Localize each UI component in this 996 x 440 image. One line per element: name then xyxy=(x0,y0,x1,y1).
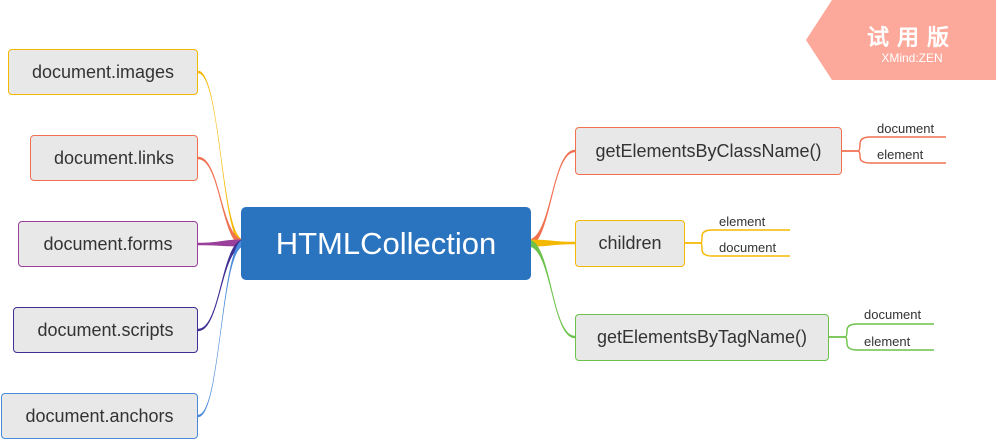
topic-label: document.forms xyxy=(43,233,173,254)
topic-label: getElementsByTagName() xyxy=(596,327,808,347)
topic-label: document.scripts xyxy=(37,319,174,340)
subtopic-children-element[interactable]: element xyxy=(719,214,766,229)
branch-forms xyxy=(198,239,244,247)
topic-label: document.images xyxy=(31,61,175,82)
leaf-connector-tag-name-1 xyxy=(829,336,934,351)
topic-document-forms[interactable]: document.forms xyxy=(18,221,198,267)
leaf-connector-children-1 xyxy=(685,242,790,257)
topic-children[interactable]: children xyxy=(575,220,685,267)
leaf-connector-class-name-1 xyxy=(842,150,946,164)
topic-get-elements-by-class-name[interactable]: getElementsByClassName() xyxy=(575,127,842,175)
branch-links xyxy=(198,156,244,247)
branch-anchors xyxy=(198,239,244,418)
topic-document-anchors[interactable]: document.anchors xyxy=(1,393,198,439)
trial-watermark-banner xyxy=(806,0,996,80)
watermark-subtitle: XMind:ZEN xyxy=(881,51,943,65)
subtopic-class-element[interactable]: element xyxy=(877,147,924,162)
branch-children xyxy=(528,239,575,247)
branch-scripts xyxy=(198,239,244,332)
topic-label: document.anchors xyxy=(25,405,174,426)
topic-label: children xyxy=(598,233,662,253)
subtopic-children-document[interactable]: document xyxy=(719,240,777,255)
central-topic[interactable]: HTMLCollection xyxy=(241,207,531,280)
topic-get-elements-by-tag-name[interactable]: getElementsByTagName() xyxy=(575,314,829,361)
central-topic-label: HTMLCollection xyxy=(275,225,497,261)
subtopic-tag-document[interactable]: document xyxy=(864,307,922,322)
topic-document-links[interactable]: document.links xyxy=(30,135,198,181)
topic-label: getElementsByClassName() xyxy=(595,140,822,161)
topic-label: document.links xyxy=(53,147,175,168)
branch-class-name xyxy=(528,149,575,247)
subtopic-class-document[interactable]: document xyxy=(877,121,935,136)
topic-document-scripts[interactable]: document.scripts xyxy=(13,307,198,353)
topic-document-images[interactable]: document.images xyxy=(8,49,198,95)
branch-images xyxy=(198,70,244,247)
watermark-title: 试用版 xyxy=(866,25,957,50)
subtopic-tag-element[interactable]: element xyxy=(864,334,911,349)
branch-tag-name xyxy=(528,239,575,339)
